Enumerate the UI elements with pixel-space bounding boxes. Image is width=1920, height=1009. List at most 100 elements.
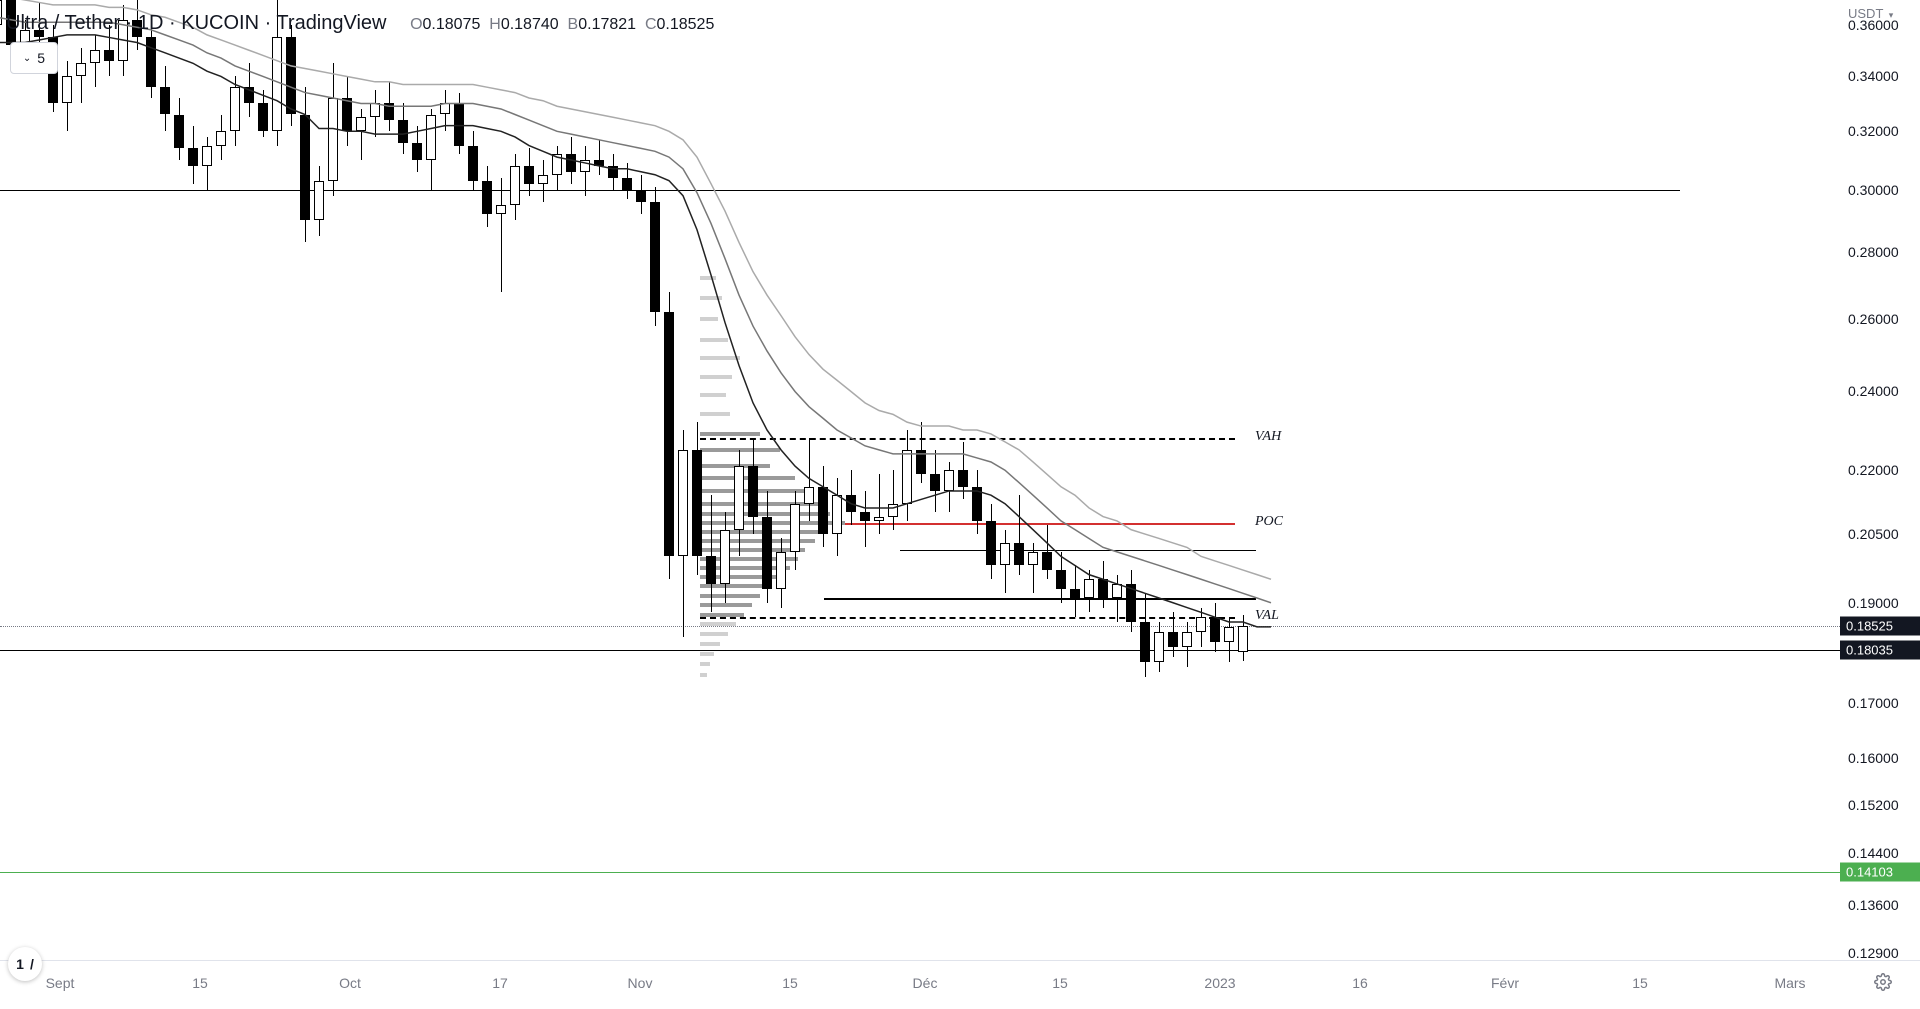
candle-body bbox=[930, 474, 940, 491]
candle-wick bbox=[879, 474, 880, 534]
candle-body bbox=[1112, 584, 1122, 598]
candle-body bbox=[958, 470, 968, 487]
horizontal-line bbox=[0, 872, 1840, 873]
candle-body bbox=[524, 166, 534, 184]
candle-body bbox=[146, 37, 156, 87]
candle-body bbox=[1140, 622, 1150, 662]
candle-wick bbox=[1033, 543, 1034, 593]
gear-icon[interactable] bbox=[1874, 973, 1892, 996]
time-tick: Sept bbox=[46, 975, 75, 991]
candle-body bbox=[790, 504, 800, 552]
candle-body bbox=[286, 37, 296, 114]
candle-body bbox=[468, 146, 478, 181]
candle-body bbox=[258, 103, 268, 131]
ohlc-display: O0.18075 H0.18740 B0.17821 C0.18525 bbox=[410, 16, 714, 33]
time-tick: Oct bbox=[339, 975, 361, 991]
candle-body bbox=[1224, 627, 1234, 642]
candle-body bbox=[188, 148, 198, 165]
candle-body bbox=[1028, 552, 1038, 566]
time-tick: 15 bbox=[192, 975, 208, 991]
price-tag: 0.14103 bbox=[1840, 863, 1920, 882]
candle-body bbox=[762, 517, 772, 589]
candle-body bbox=[174, 115, 184, 149]
candle-body bbox=[104, 50, 114, 60]
interval-dropdown[interactable]: ⌄ 5 bbox=[10, 42, 58, 74]
candle-body bbox=[972, 487, 982, 521]
time-tick: 15 bbox=[782, 975, 798, 991]
candle-body bbox=[664, 312, 674, 556]
time-tick: 2023 bbox=[1204, 975, 1235, 991]
candle-body bbox=[412, 143, 422, 160]
price-tag: 0.18035 bbox=[1840, 640, 1920, 659]
price-tick: 0.16000 bbox=[1848, 750, 1899, 766]
candle-body bbox=[160, 87, 170, 114]
price-tick: 0.24000 bbox=[1848, 383, 1899, 399]
tradingview-logo[interactable]: 1/ bbox=[8, 947, 42, 981]
candle-body bbox=[818, 487, 828, 534]
volume-profile-bar bbox=[700, 412, 730, 416]
candle-body bbox=[440, 103, 450, 114]
price-tick: 0.28000 bbox=[1848, 244, 1899, 260]
candle-body bbox=[608, 166, 618, 178]
chart-area[interactable]: VAHVALPOC bbox=[0, 0, 1841, 961]
low-value: 0.17821 bbox=[578, 16, 636, 33]
time-tick: Févr bbox=[1491, 975, 1519, 991]
price-tick: 0.22000 bbox=[1848, 462, 1899, 478]
price-tick: 0.32000 bbox=[1848, 123, 1899, 139]
horizontal-line bbox=[0, 650, 1840, 652]
time-axis[interactable]: Sept15Oct17Nov15Déc15202316Févr15Mars bbox=[0, 960, 1920, 1009]
symbol-header[interactable]: Ultra / Tether · 1D · KUCOIN · TradingVi… bbox=[6, 12, 714, 35]
volume-profile-bar bbox=[700, 317, 718, 321]
candle-body bbox=[636, 190, 646, 202]
price-tick: 0.14400 bbox=[1848, 845, 1899, 861]
range-line bbox=[900, 550, 1256, 552]
open-value: 0.18075 bbox=[423, 16, 481, 33]
candle-body bbox=[216, 131, 226, 145]
candle-body bbox=[552, 154, 562, 175]
time-tick: Mars bbox=[1774, 975, 1805, 991]
candle-body bbox=[356, 117, 366, 131]
volume-profile-bar bbox=[700, 296, 722, 300]
candle-body bbox=[482, 181, 492, 214]
candle-body bbox=[1168, 632, 1178, 647]
dashed-line bbox=[700, 438, 1235, 440]
candle-wick bbox=[809, 438, 810, 521]
candle-body bbox=[328, 98, 338, 181]
time-tick: 15 bbox=[1052, 975, 1068, 991]
candle-body bbox=[1126, 584, 1136, 622]
line-label: POC bbox=[1255, 514, 1283, 530]
line-label: VAL bbox=[1255, 608, 1279, 624]
candle-body bbox=[496, 205, 506, 214]
candle-body bbox=[846, 495, 856, 512]
candle-body bbox=[1238, 626, 1248, 652]
dropdown-value: 5 bbox=[37, 50, 45, 66]
symbol-title: Ultra / Tether · 1D · KUCOIN · TradingVi… bbox=[6, 12, 387, 34]
candle-body bbox=[300, 115, 310, 221]
candle-body bbox=[986, 521, 996, 566]
volume-profile-bar bbox=[700, 338, 728, 342]
candle-body bbox=[1014, 543, 1024, 566]
candle-body bbox=[860, 512, 870, 521]
candle-wick bbox=[501, 178, 502, 292]
candle-body bbox=[1182, 632, 1192, 647]
candle-body bbox=[1196, 617, 1206, 632]
candle-body bbox=[902, 450, 912, 504]
candle-body bbox=[1210, 617, 1220, 642]
candle-body bbox=[1084, 579, 1094, 598]
candle-body bbox=[510, 166, 520, 205]
volume-profile-bar bbox=[700, 393, 726, 397]
volume-profile-bar bbox=[700, 632, 728, 636]
candle-body bbox=[244, 87, 254, 103]
price-tick: 0.13600 bbox=[1848, 897, 1899, 913]
price-axis[interactable]: USDT ▾ 0.360000.340000.320000.300000.280… bbox=[1840, 0, 1920, 960]
candle-body bbox=[272, 37, 282, 131]
candle-body bbox=[650, 202, 660, 312]
candle-body bbox=[90, 50, 100, 63]
candle-body bbox=[370, 103, 380, 117]
chevron-down-icon: ⌄ bbox=[23, 53, 31, 64]
volume-profile-bar bbox=[700, 652, 714, 656]
candle-body bbox=[314, 181, 324, 221]
candle-wick bbox=[893, 470, 894, 529]
volume-profile-bar bbox=[700, 276, 716, 280]
volume-profile-bar bbox=[700, 603, 752, 607]
